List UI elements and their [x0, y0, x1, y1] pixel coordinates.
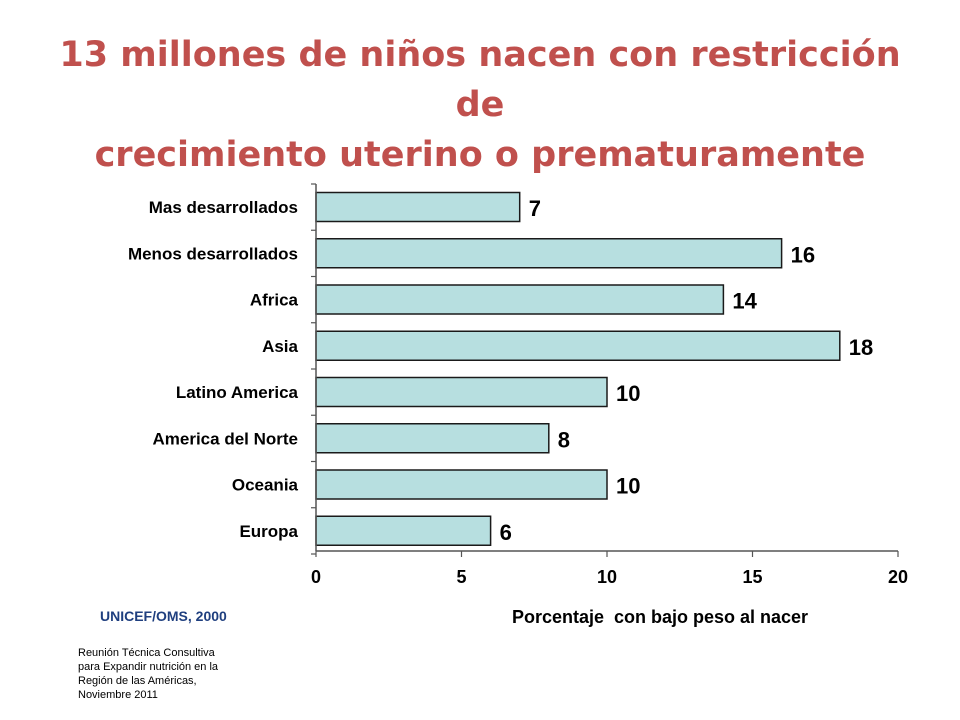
bar-2 — [315, 284, 725, 315]
bar-6 — [315, 469, 608, 500]
slide-title-line-2: crecimiento uterino o prematuramente — [94, 135, 866, 175]
category-label-7: Europa — [239, 522, 298, 541]
data-label-1: 16 — [791, 242, 815, 267]
footnote-line-3: Región de las Américas, — [78, 675, 197, 687]
bar-0 — [315, 191, 521, 223]
x-tick-label-2: 10 — [597, 567, 617, 587]
category-label-1: Menos desarrollados — [128, 244, 298, 263]
data-label-3: 18 — [849, 335, 873, 360]
category-label-4: Latino America — [176, 383, 299, 402]
bar-4 — [315, 376, 608, 408]
x-tick-label-3: 15 — [742, 567, 762, 587]
category-label-3: Asia — [262, 337, 298, 356]
category-label-6: Oceania — [232, 476, 299, 495]
data-label-7: 6 — [500, 520, 512, 545]
source-label: UNICEF/OMS, 2000 — [100, 608, 227, 624]
data-label-5: 8 — [558, 427, 570, 452]
axes-layer: 0 5 10 15 20 — [311, 183, 908, 587]
x-axis-title: Porcentaje con bajo peso al nacer — [512, 607, 808, 627]
footnote: Reunión Técnica Consultiva para Expandir… — [78, 646, 268, 702]
bar-7 — [315, 515, 492, 546]
x-tick-label-0: 0 — [311, 567, 321, 587]
x-tick-label-1: 5 — [456, 567, 466, 587]
category-label-2: Africa — [250, 291, 299, 310]
footnote-line-1: Reunión Técnica Consultiva — [78, 647, 215, 659]
slide-title: 13 millones de niños nacen con restricci… — [40, 30, 920, 180]
x-tick-label-4: 20 — [888, 567, 908, 587]
labels-layer: Mas desarrollados 7 Menos desarrollados 16 A… — [128, 196, 873, 545]
bar-5 — [315, 423, 550, 454]
slide-title-line-1: 13 millones de niños nacen con restricci… — [59, 35, 901, 125]
bars-layer — [315, 191, 841, 546]
bar-1 — [315, 238, 783, 269]
footnote-line-4: Noviembre 2011 — [78, 689, 158, 701]
data-label-6: 10 — [616, 474, 640, 499]
bar-3 — [315, 330, 841, 361]
data-label-0: 7 — [529, 196, 541, 221]
category-label-5: America del Norte — [153, 429, 299, 448]
data-label-2: 14 — [732, 289, 757, 314]
data-label-4: 10 — [616, 381, 640, 406]
footnote-line-2: para Expandir nutrición en la — [78, 661, 219, 673]
category-label-0: Mas desarrollados — [149, 198, 298, 217]
